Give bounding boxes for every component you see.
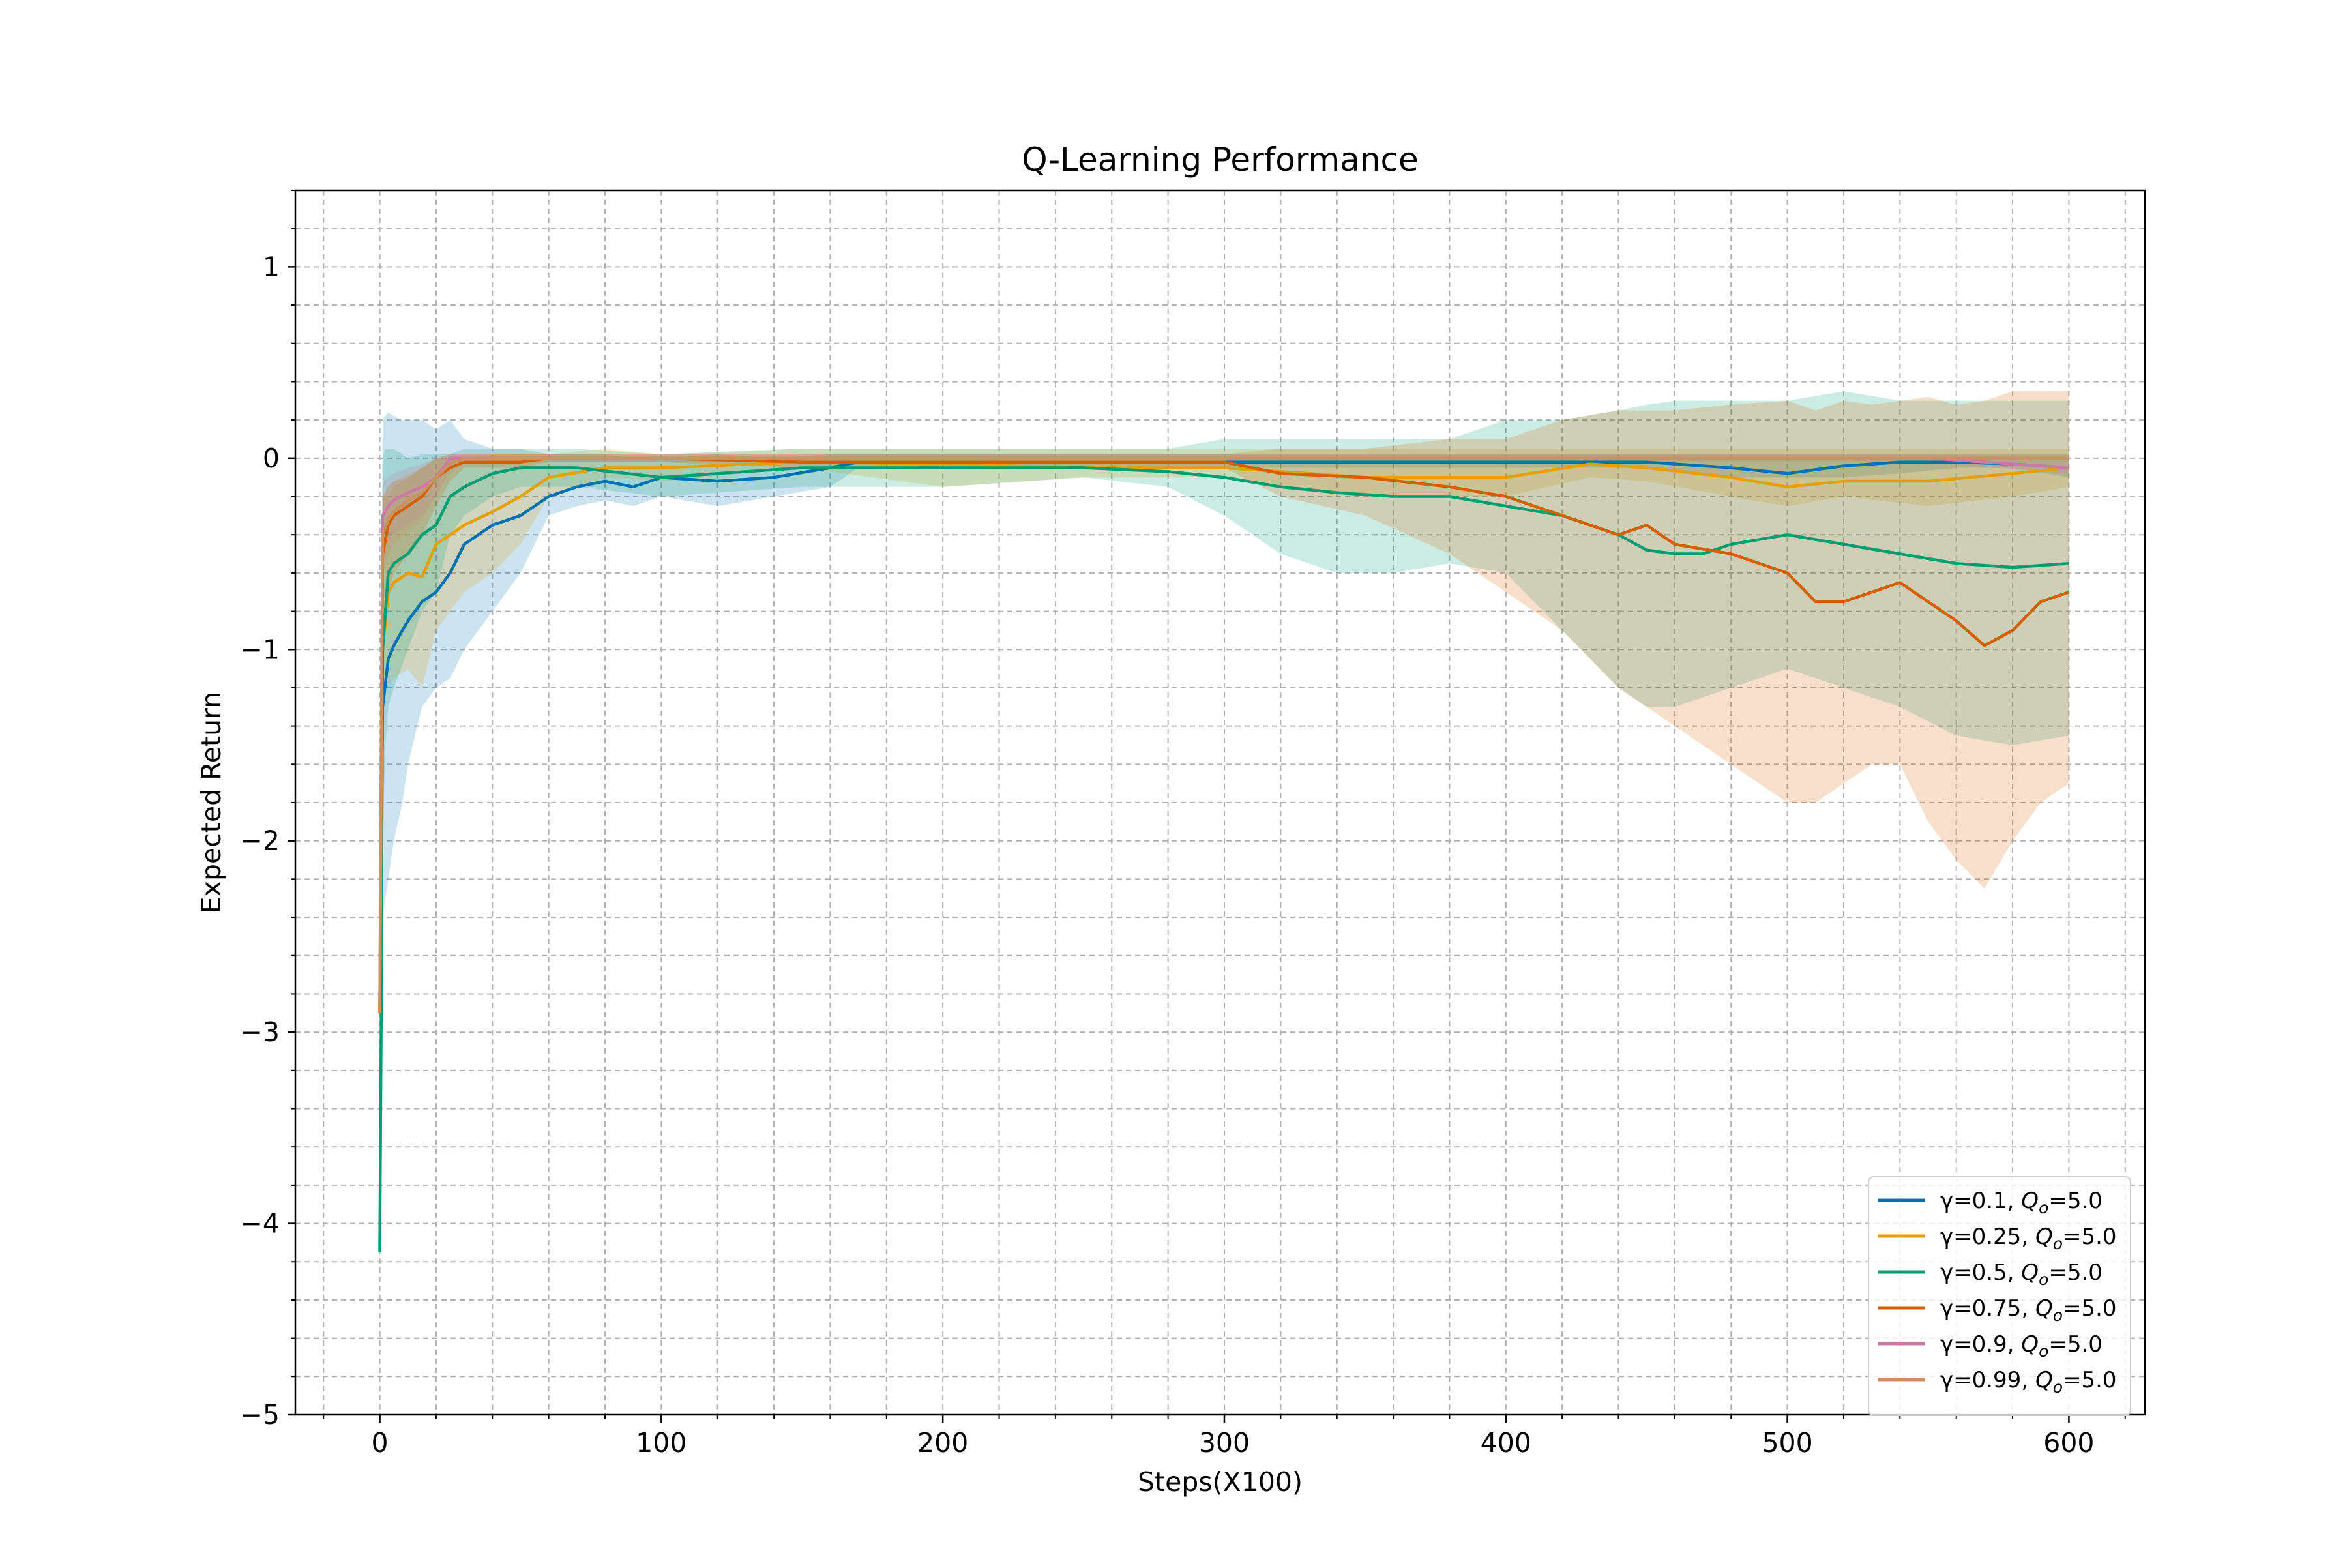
series-line: [378, 460, 2069, 1013]
x-tick-label: 300: [1199, 1427, 1250, 1458]
legend-label: γ=0.1, Qo=5.0: [1940, 1188, 2103, 1217]
y-tick-label: 0: [263, 443, 280, 474]
legend-label: γ=0.75, Qo=5.0: [1940, 1295, 2117, 1325]
axis-ticks: 0 100 200 300 400 500 600 1 0 −1 −2 −3 −4 −5: [241, 190, 2126, 1458]
series-line: [378, 466, 2069, 1252]
y-tick-label: −2: [241, 825, 280, 857]
y-tick-label: −3: [241, 1016, 280, 1048]
y-tick-label: −5: [241, 1399, 280, 1430]
y-tick-label: −4: [241, 1208, 280, 1239]
confidence-bands: [379, 391, 2069, 1252]
legend-label: γ=0.25, Qo=5.0: [1940, 1224, 2117, 1253]
y-tick-label: 1: [263, 251, 280, 282]
chart-title: Q-Learning Performance: [1022, 141, 1419, 179]
confidence-band: [379, 391, 2069, 1013]
x-axis-label: Steps(X100): [1138, 1466, 1303, 1498]
confidence-band: [379, 412, 2069, 1013]
legend-label: γ=0.9, Qo=5.0: [1940, 1331, 2103, 1361]
series-lines: [378, 456, 2070, 1252]
x-tick-label: 400: [1481, 1427, 1531, 1458]
legend-label: γ=0.5, Qo=5.0: [1940, 1260, 2103, 1289]
y-tick-label: −1: [241, 634, 280, 665]
x-tick-label: 500: [1762, 1427, 1812, 1458]
x-tick-label: 100: [636, 1427, 686, 1458]
grid-layer: [295, 190, 2145, 1415]
confidence-band: [379, 391, 2069, 1252]
legend: γ=0.1, Qo=5.0 γ=0.25, Qo=5.0 γ=0.5, Qo=5.0…: [1868, 1176, 2131, 1416]
series-line: [378, 456, 2069, 1013]
y-axis-label: Expected Return: [196, 692, 227, 913]
legend-box: [1868, 1176, 2131, 1416]
x-tick-label: 0: [371, 1427, 388, 1458]
x-tick-label: 200: [917, 1427, 968, 1458]
x-tick-label: 600: [2043, 1427, 2094, 1458]
legend-label: γ=0.99, Qo=5.0: [1940, 1367, 2117, 1397]
